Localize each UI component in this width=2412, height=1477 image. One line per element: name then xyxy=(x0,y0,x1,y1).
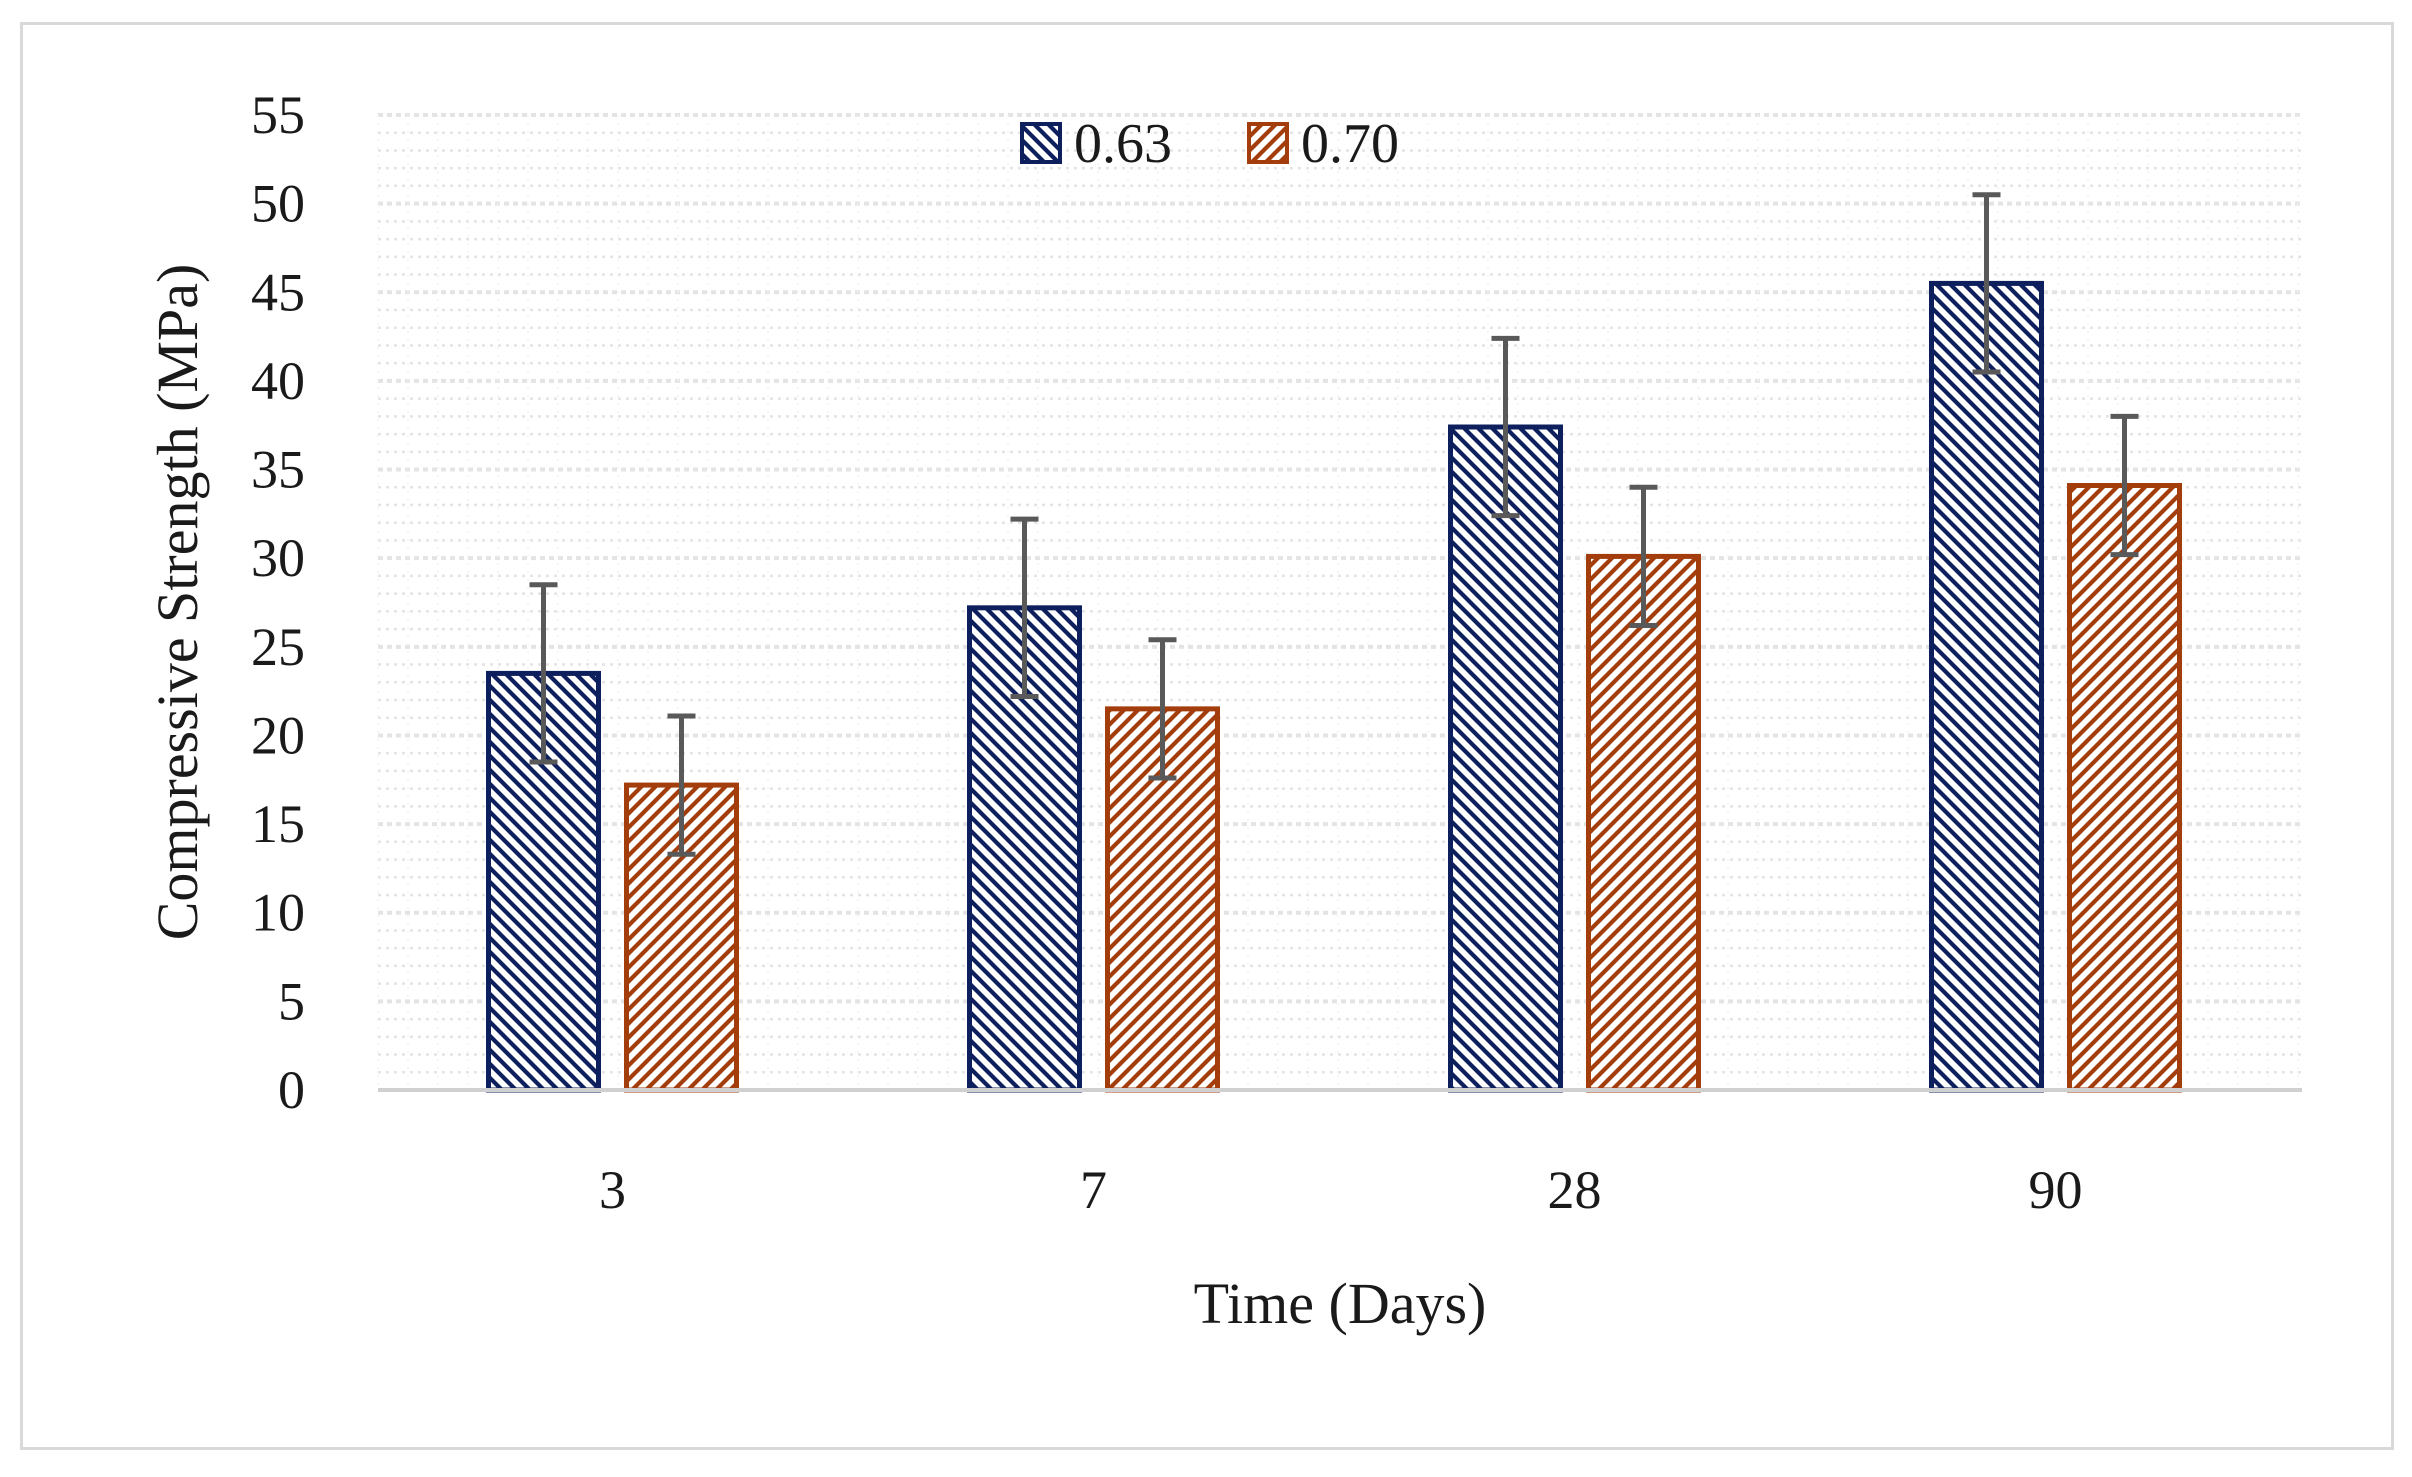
y-tick-label: 40 xyxy=(251,351,305,411)
y-tick-label: 5 xyxy=(278,971,305,1031)
y-tick-label: 35 xyxy=(251,440,305,500)
y-tick-label: 25 xyxy=(251,617,305,677)
legend-swatch-0.70 xyxy=(1247,122,1289,164)
legend-label-0.70: 0.70 xyxy=(1301,113,1399,175)
y-tick-label: 15 xyxy=(251,794,305,854)
x-tick-label: 28 xyxy=(1548,1160,1602,1220)
x-tick-label: 7 xyxy=(1080,1160,1107,1220)
legend-label-0.63: 0.63 xyxy=(1074,113,1172,175)
y-tick-label: 45 xyxy=(251,262,305,322)
bar-0.63-28 xyxy=(1448,424,1563,1093)
axes: 0 5 10 15 20 25 30 35 40 45 50 55 3 7 28 90 xyxy=(251,85,2302,1220)
x-tick-label: 90 xyxy=(2029,1160,2083,1220)
y-tick-label: 20 xyxy=(251,705,305,765)
y-tick-label: 10 xyxy=(251,883,305,943)
y-axis-title: Compressive Strength (MPa) xyxy=(145,264,210,941)
bar-0.63-3 xyxy=(486,670,601,1093)
bars xyxy=(486,280,2182,1093)
y-tick-label: 30 xyxy=(251,528,305,588)
legend: 0.63 0.70 xyxy=(1020,113,1399,175)
y-tick-label: 0 xyxy=(278,1060,305,1120)
legend-swatch-0.63 xyxy=(1020,122,1062,164)
x-tick-label: 3 xyxy=(599,1160,626,1220)
x-axis-title: Time (Days) xyxy=(1194,1271,1487,1336)
error-bars xyxy=(529,192,2139,857)
y-tick-label: 50 xyxy=(251,174,305,234)
bar-0.70-28 xyxy=(1586,553,1701,1093)
y-tick-label: 55 xyxy=(251,85,305,145)
bar-0.70-90 xyxy=(2067,483,2182,1093)
bar-0.63-90 xyxy=(1929,280,2044,1093)
